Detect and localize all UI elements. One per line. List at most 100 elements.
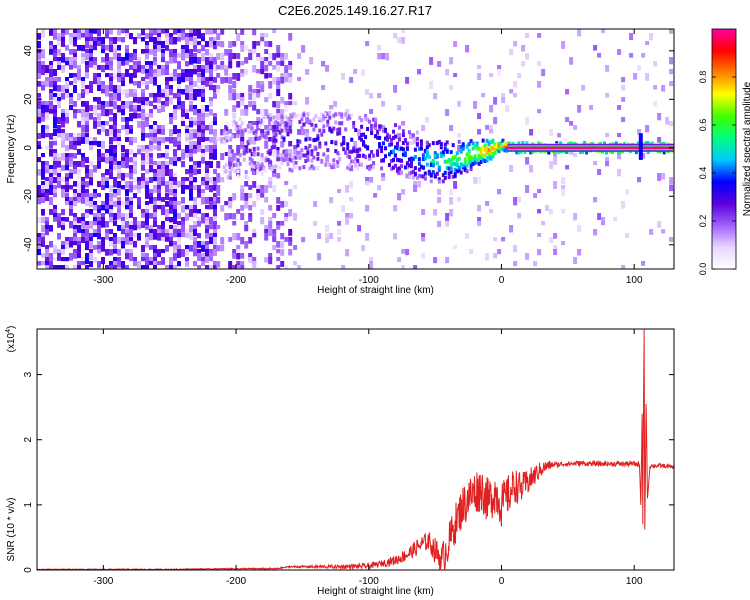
heatmap-cell-region-2 xyxy=(533,193,538,198)
heatmap-cell-region-1 xyxy=(232,265,237,269)
heatmap-cell-region-0 xyxy=(41,193,45,198)
heatmap-cell-region-1 xyxy=(260,193,265,198)
heatmap-cell-region-0 xyxy=(97,121,101,127)
heatmap-cell-region-0 xyxy=(133,65,137,71)
heatmap-cell-region-0 xyxy=(141,125,145,130)
heatmap-cell-region-0 xyxy=(141,153,145,161)
heatmap-cell-region-0 xyxy=(209,29,213,35)
heatmap-cell-region-0 xyxy=(157,141,161,147)
heatmap-cell-region-0 xyxy=(41,189,45,194)
heatmap-cell-region-0 xyxy=(57,181,61,189)
heatmap-ridge-cell xyxy=(302,113,306,117)
heatmap-cell-region-0 xyxy=(173,129,177,135)
heatmap-cell-region-0 xyxy=(189,37,193,44)
snr-exp-base: (x10 xyxy=(6,332,17,352)
heatmap-ridge-cell xyxy=(292,161,296,166)
heatmap-cell-region-0 xyxy=(169,97,173,105)
heatmap-cell-region-0 xyxy=(53,81,57,89)
heatmap-ridge-cell xyxy=(415,130,419,135)
heatmap-cell-region-1 xyxy=(240,69,245,74)
heatmap-cell-region-2 xyxy=(429,57,434,65)
heatmap-cell-region-1 xyxy=(260,61,265,66)
heatmap-cell-region-0 xyxy=(81,113,85,118)
heatmap-cell-region-0 xyxy=(209,81,213,87)
heatmap-cell-region-0 xyxy=(189,149,193,157)
heatmap-cell-region-0 xyxy=(145,193,149,199)
heatmap-cell-region-0 xyxy=(161,237,165,242)
heatmap-ridge-cell xyxy=(254,136,258,141)
heatmap-cell-region-0 xyxy=(197,89,201,97)
heatmap-cell-region-0 xyxy=(85,61,89,68)
heatmap-ridge-cell xyxy=(491,140,495,145)
heatmap-cell-region-0 xyxy=(117,61,121,66)
heatmap-cell-region-0 xyxy=(41,197,45,203)
heatmap-ridge-cell xyxy=(288,125,292,130)
heatmap-cell-region-0 xyxy=(169,225,173,233)
heatmap-cell-region-0 xyxy=(117,77,121,83)
heatmap-ridge-cell xyxy=(425,153,429,158)
heatmap-cell-region-0 xyxy=(65,237,69,242)
heatmap-cell-region-2 xyxy=(653,85,658,90)
heatmap-ridge-cell xyxy=(417,157,421,162)
heatmap-cell-region-0 xyxy=(61,93,65,100)
heatmap-cell-region-0 xyxy=(93,213,97,220)
heatmap-ridge-cell xyxy=(463,166,467,171)
heatmap-cell-region-0 xyxy=(121,37,125,43)
heatmap-cell-region-1 xyxy=(288,237,293,243)
heatmap-cell-region-0 xyxy=(201,37,205,42)
heatmap-cell-region-1 xyxy=(248,85,253,93)
heatmap-cell-region-1 xyxy=(228,153,233,160)
heatmap-cell-region-1 xyxy=(288,189,293,197)
heatmap-cell-region-0 xyxy=(149,257,153,263)
heatmap-cell-region-0 xyxy=(169,169,173,177)
snr-x-ticks: -300 -200 -100 0 100 xyxy=(93,329,643,587)
heatmap-ridge-cell xyxy=(324,141,328,146)
heatmap-cell-region-1 xyxy=(276,77,281,82)
heatmap-cell-region-0 xyxy=(49,61,53,65)
heatmap-ridge-cell xyxy=(240,129,244,134)
heatmap-cell-region-0 xyxy=(85,253,89,261)
heatmap-ridge-cell xyxy=(350,159,354,164)
heatmap-cell-region-0 xyxy=(93,65,97,70)
heatmap-cell-region-0 xyxy=(137,105,141,112)
heatmap-cell-region-0 xyxy=(145,185,149,190)
heatmap-cell-region-2 xyxy=(321,61,326,67)
heatmap-cell-region-1 xyxy=(220,29,225,35)
heatmap-cell-region-0 xyxy=(145,53,149,60)
heatmap-cell-region-1 xyxy=(272,229,277,235)
heatmap-cell-region-0 xyxy=(209,41,213,48)
heatmap-cell-region-0 xyxy=(193,213,197,218)
heatmap-cell-region-2 xyxy=(645,41,650,46)
heatmap-ridge-cell xyxy=(360,124,364,129)
heatmap-cell-region-0 xyxy=(205,57,209,62)
heatmap-cell-region-1 xyxy=(276,257,281,262)
heatmap-cell-region-0 xyxy=(41,101,45,108)
heatmap-ridge-cell xyxy=(417,167,421,172)
heatmap-cell-region-1 xyxy=(244,201,249,209)
heatmap-cell-region-0 xyxy=(169,185,173,190)
heatmap-cell-region-0 xyxy=(117,189,121,196)
heatmap-cell-region-2 xyxy=(309,57,314,65)
heatmap-cell-region-0 xyxy=(165,161,169,167)
heatmap-cell-region-0 xyxy=(45,77,49,83)
heatmap-cell-region-0 xyxy=(169,137,173,144)
heatmap-cell-region-0 xyxy=(201,133,205,141)
heatmap-cell-region-0 xyxy=(189,129,193,136)
heatmap-ridge-cell xyxy=(503,144,507,149)
heatmap-cell-region-0 xyxy=(201,73,205,80)
heatmap-ridge-cell xyxy=(358,153,362,158)
heatmap-cell-region-0 xyxy=(193,141,197,147)
heatmap-ridge-cell xyxy=(501,145,505,150)
heatmap-ridge-cell xyxy=(294,114,298,119)
heatmap-cell-region-0 xyxy=(121,77,125,84)
heatmap-cell-region-0 xyxy=(113,193,117,198)
heatmap-cell-region-0 xyxy=(105,61,109,67)
heatmap-cell-region-0 xyxy=(65,201,69,206)
heatmap-ridge-cell xyxy=(346,116,350,121)
heatmap-ridge-cell xyxy=(515,150,519,155)
heatmap-ridge-cell xyxy=(401,129,405,134)
heatmap-cell-region-0 xyxy=(97,77,101,85)
heatmap-ridge-cell xyxy=(435,141,439,145)
heatmap-cell-region-0 xyxy=(89,81,93,89)
heatmap-cell-region-1 xyxy=(276,249,281,254)
